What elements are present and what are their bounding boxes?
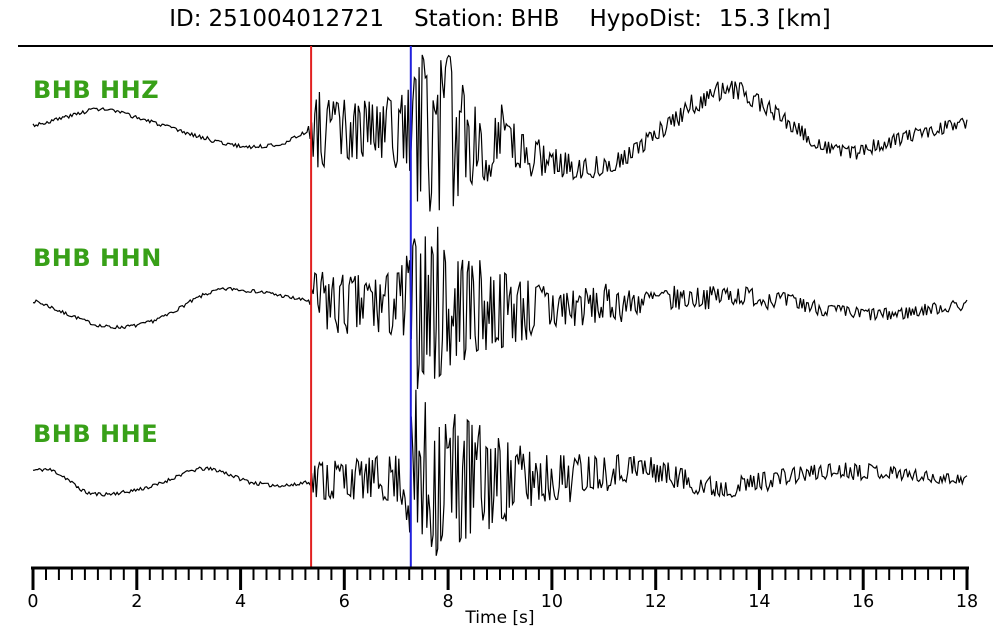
channel-label-bhb-hhn: BHB HHN: [33, 244, 162, 272]
x-tick-label: 4: [235, 592, 246, 612]
station-label: Station:: [414, 6, 504, 32]
station-value: BHB: [510, 6, 560, 32]
x-tick-label: 0: [27, 592, 38, 612]
x-tick-label: 10: [541, 592, 563, 612]
hypodist-value: 15.3: [718, 6, 771, 32]
event-id-label: ID:: [169, 6, 202, 32]
x-tick-label: 2: [131, 592, 142, 612]
event-id-value: 251004012721: [208, 6, 385, 32]
x-tick-label: 8: [443, 592, 454, 612]
traces-group: [32, 54, 968, 556]
x-axis-title: Time [s]: [465, 608, 535, 628]
x-tick-label: 18: [956, 592, 978, 612]
x-tick-label: 12: [645, 592, 667, 612]
channel-label-bhb-hhe: BHB HHE: [33, 420, 159, 448]
x-axis-group: 0 2 4 6 8 10 12 14 16 18: [27, 566, 978, 612]
x-tick-label: 16: [852, 592, 874, 612]
figure-title: ID: 251004012721 Station: BHB HypoDist: …: [0, 6, 1000, 32]
channel-label-bhb-hhz: BHB HHZ: [33, 76, 160, 104]
x-tick-label: 14: [748, 592, 770, 612]
trace-bhb-hhe: [32, 389, 968, 556]
hypodist-unit: [km]: [777, 6, 831, 32]
trace-bhb-hhz: [32, 54, 968, 212]
x-tick-label: 6: [339, 592, 350, 612]
trace-bhb-hhn: [32, 226, 968, 390]
hypodist-label: HypoDist:: [589, 6, 702, 32]
picks-group: [310, 46, 412, 568]
